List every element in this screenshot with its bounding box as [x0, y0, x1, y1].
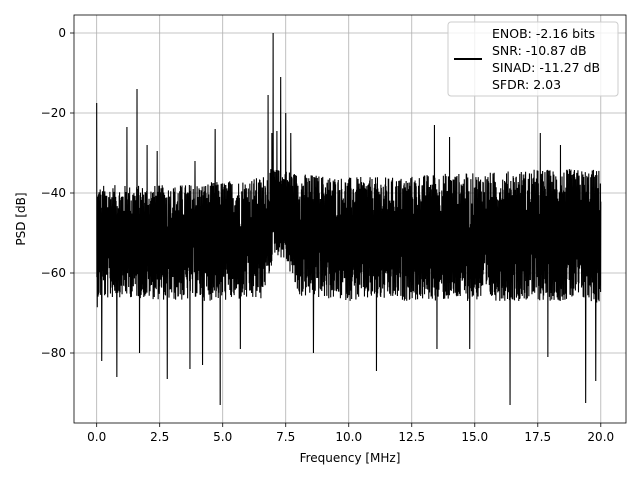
- y-tick-label: −60: [41, 266, 66, 280]
- x-tick-label: 15.0: [461, 430, 488, 444]
- x-tick-label: 7.5: [276, 430, 295, 444]
- y-tick-label: −80: [41, 346, 66, 360]
- psd-series-line: [96, 32, 602, 406]
- x-axis-label: Frequency [MHz]: [300, 451, 401, 465]
- x-tick-label: 0.0: [87, 430, 106, 444]
- legend-box: [447, 21, 619, 97]
- series-layer: [96, 32, 602, 406]
- y-tick-label: 0: [58, 26, 66, 40]
- y-axis-label: PSD [dB]: [14, 192, 28, 245]
- legend: ENOB: -2.16 bits SNR: -10.87 dB SINAD: -…: [447, 21, 619, 97]
- x-tick-label: 20.0: [587, 430, 614, 444]
- legend-text-enob: ENOB: -2.16 bits: [492, 26, 595, 41]
- x-axis-ticks: 0.0 2.5 5.0 7.5 10.0 12.5 15.0 17.5 20.0: [87, 423, 614, 444]
- legend-text-sfdr: SFDR: 2.03: [492, 77, 561, 92]
- x-tick-label: 5.0: [213, 430, 232, 444]
- x-tick-label: 17.5: [524, 430, 551, 444]
- legend-text-snr: SNR: -10.87 dB: [492, 43, 587, 58]
- y-tick-label: −40: [41, 186, 66, 200]
- y-axis-ticks: 0 −20 −40 −60 −80: [41, 26, 74, 360]
- legend-text-sinad: SINAD: -11.27 dB: [492, 60, 600, 75]
- x-tick-label: 12.5: [398, 430, 425, 444]
- x-tick-label: 2.5: [150, 430, 169, 444]
- x-tick-label: 10.0: [335, 430, 362, 444]
- plot-area: [96, 32, 602, 406]
- axes-frame: [73, 14, 627, 424]
- y-tick-label: −20: [41, 106, 66, 120]
